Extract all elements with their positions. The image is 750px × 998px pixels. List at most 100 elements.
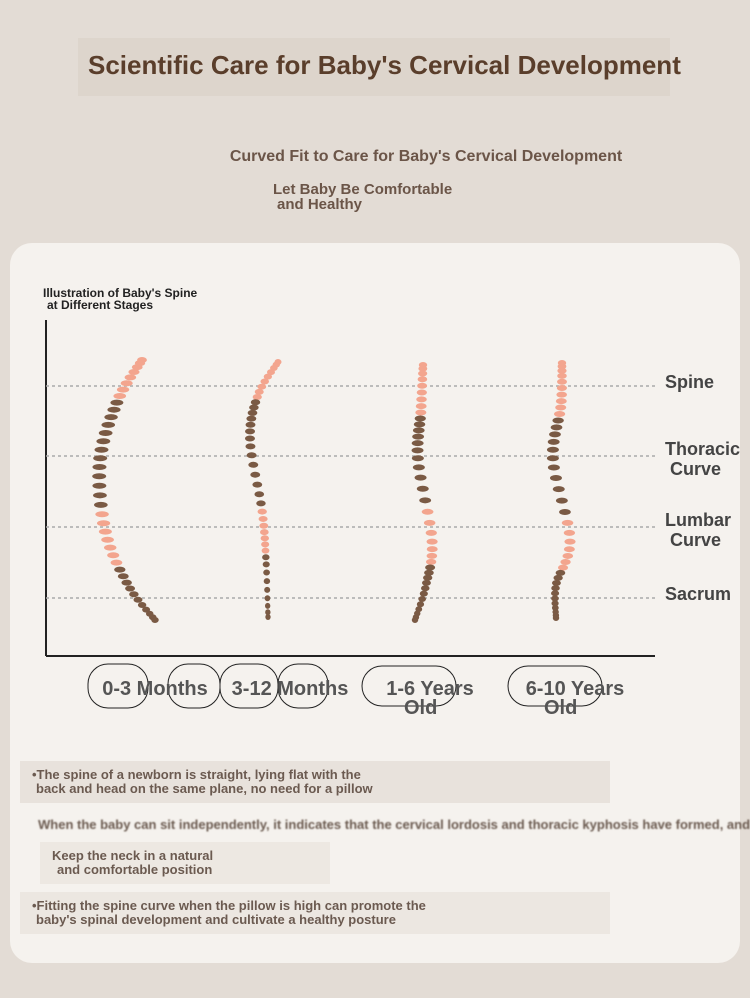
vertebra <box>248 461 259 468</box>
vertebra <box>562 552 574 559</box>
vertebra <box>412 427 425 434</box>
vertebra <box>559 509 571 516</box>
vertebra <box>96 438 111 445</box>
vertebra <box>417 376 428 383</box>
vertebra <box>263 569 270 576</box>
vertebra <box>250 471 261 478</box>
vertebra <box>551 579 561 586</box>
vertebra <box>555 497 568 504</box>
vertebra <box>101 536 114 543</box>
title: Scientific Care for Baby's Cervical Deve… <box>88 50 681 80</box>
vertebra <box>551 600 559 607</box>
vertebra <box>419 590 428 597</box>
vertebra <box>411 447 424 454</box>
vertebra <box>411 617 419 623</box>
vertebra <box>546 455 559 462</box>
vertebra <box>426 546 438 553</box>
part-label: Curve <box>670 530 721 550</box>
vertebra <box>424 569 434 576</box>
vertebra <box>128 368 140 375</box>
vertebra <box>101 421 116 428</box>
vertebra <box>557 367 567 374</box>
vertebra <box>264 595 271 602</box>
vertebra <box>110 559 123 566</box>
vertebra <box>413 421 426 428</box>
note-text: back and head on the same plane, no need… <box>36 781 374 796</box>
vertebra <box>551 595 559 602</box>
vertebra <box>557 378 567 385</box>
vertebra <box>261 547 270 554</box>
part-label: Lumbar <box>665 510 731 530</box>
stage-label: Old <box>404 697 437 719</box>
illustration-title: Illustration of Baby's Spine <box>43 286 198 300</box>
vertebra <box>257 508 267 515</box>
vertebra <box>245 421 256 428</box>
vertebra <box>92 464 107 471</box>
vertebra <box>416 396 427 403</box>
vertebra <box>418 596 427 603</box>
title-band <box>78 38 670 96</box>
vertebra <box>113 393 127 400</box>
vertebra <box>244 435 255 442</box>
vertebra <box>263 578 271 585</box>
vertebra <box>425 529 437 536</box>
vertebra <box>133 596 143 603</box>
vertebra <box>252 481 263 488</box>
vertebra <box>564 538 576 545</box>
vertebra <box>107 406 121 413</box>
vertebra <box>247 409 258 416</box>
vertebra <box>416 485 429 492</box>
vertebra <box>547 438 560 445</box>
vertebra <box>249 404 259 411</box>
vertebra <box>552 417 564 424</box>
vertebra <box>547 464 560 471</box>
note-text: •Fitting the spine curve when the pillow… <box>32 898 426 913</box>
vertebra <box>426 538 438 545</box>
vertebra <box>555 398 567 405</box>
vertebra <box>262 561 270 568</box>
vertebra <box>252 394 262 401</box>
vertebra <box>555 404 567 411</box>
vertebra <box>551 590 560 597</box>
subtitle: Curved Fit to Care for Baby's Cervical D… <box>230 148 623 165</box>
vertebra <box>546 446 559 453</box>
vertebra <box>419 497 432 504</box>
vertebra <box>411 440 424 447</box>
vertebra <box>259 522 269 529</box>
note-text: Keep the neck in a natural <box>52 848 213 863</box>
stage-label: Old <box>544 697 577 719</box>
vertebra <box>421 508 434 515</box>
vertebra <box>549 474 562 481</box>
note-band <box>40 842 330 884</box>
part-label: Spine <box>665 372 714 392</box>
vertebra <box>93 492 107 499</box>
vertebra <box>416 389 427 396</box>
stage-pill <box>361 665 457 707</box>
vertebra <box>261 541 270 548</box>
stage-label: 3-12 Months <box>232 678 349 700</box>
vertebra <box>426 552 438 559</box>
vertebra <box>250 399 261 406</box>
vertebra <box>549 431 561 438</box>
vertebra <box>116 386 130 393</box>
vertebra <box>131 364 143 371</box>
vertebra <box>412 433 425 440</box>
vertebra <box>260 535 269 542</box>
note-band <box>20 892 610 934</box>
vertebra <box>423 519 436 526</box>
vertebra <box>265 614 271 620</box>
part-label: Thoracic <box>665 439 740 459</box>
vertebra <box>254 388 264 395</box>
vertebra <box>107 552 120 559</box>
vertebra <box>104 544 117 551</box>
vertebra <box>258 515 268 522</box>
vertebra <box>124 374 137 381</box>
vertebra <box>263 373 272 380</box>
vertebra <box>563 529 576 536</box>
vertebra <box>246 415 257 422</box>
vertebra <box>561 519 574 526</box>
vertebra <box>416 601 425 608</box>
vertebra <box>262 554 270 561</box>
vertebra <box>98 528 112 535</box>
